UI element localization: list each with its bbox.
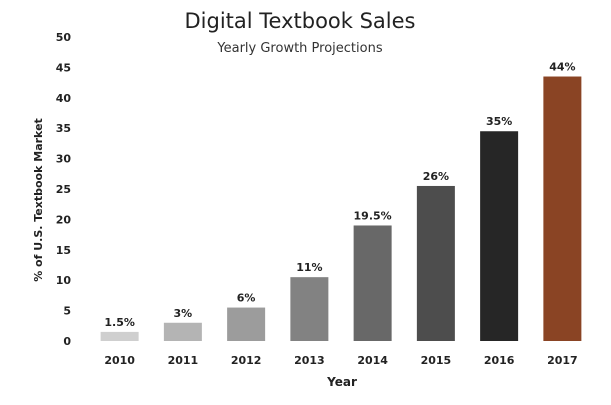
y-tick-label: 35 xyxy=(56,122,71,135)
y-tick-label: 5 xyxy=(63,305,71,318)
bar-2017 xyxy=(543,76,582,342)
y-axis-label: % of U.S. Textbook Market xyxy=(32,118,45,282)
bar-2016 xyxy=(480,131,519,341)
data-label-2013: 11% xyxy=(296,261,322,274)
y-tick-label: 40 xyxy=(56,92,72,105)
y-tick-label: 10 xyxy=(56,274,72,287)
x-tick-label-2016: 2016 xyxy=(484,354,515,367)
y-axis-ticks: 0 5 10 15 20 25 30 35 40 45 50 xyxy=(56,31,72,348)
y-tick-label: 15 xyxy=(56,244,71,257)
bar-2014 xyxy=(353,225,392,341)
bar-data-labels: 1.5% 3% 6% 11% 19.5% 26% 35% 44% xyxy=(104,61,575,329)
x-axis-ticks: 2010 2011 2012 2013 2014 2015 2016 2017 xyxy=(104,354,577,367)
bar-2012 xyxy=(227,307,266,341)
y-tick-label: 0 xyxy=(63,335,71,348)
data-label-2015: 26% xyxy=(423,170,449,183)
data-label-2011: 3% xyxy=(174,307,193,320)
chart-subtitle: Yearly Growth Projections xyxy=(216,41,382,56)
data-label-2010: 1.5% xyxy=(104,316,135,329)
data-label-2012: 6% xyxy=(237,292,256,305)
y-tick-label: 20 xyxy=(56,213,72,226)
data-label-2017: 44% xyxy=(549,61,575,74)
bar-2011 xyxy=(163,322,202,341)
x-tick-label-2012: 2012 xyxy=(231,354,262,367)
bar-series xyxy=(100,76,582,342)
x-tick-label-2011: 2011 xyxy=(168,354,199,367)
y-tick-label: 25 xyxy=(56,183,71,196)
bar-2010 xyxy=(100,331,139,341)
bar-2015 xyxy=(416,185,455,341)
x-tick-label-2015: 2015 xyxy=(421,354,452,367)
chart-title: Digital Textbook Sales xyxy=(184,9,415,33)
x-tick-label-2017: 2017 xyxy=(547,354,578,367)
y-tick-label: 45 xyxy=(56,61,71,74)
y-tick-label: 30 xyxy=(56,153,72,166)
data-label-2016: 35% xyxy=(486,115,512,128)
bar-2013 xyxy=(290,277,329,341)
x-axis-label: Year xyxy=(326,375,357,389)
x-tick-label-2013: 2013 xyxy=(294,354,325,367)
y-tick-label: 50 xyxy=(56,31,72,44)
x-tick-label-2014: 2014 xyxy=(357,354,388,367)
data-label-2014: 19.5% xyxy=(354,209,392,222)
x-tick-label-2010: 2010 xyxy=(104,354,135,367)
